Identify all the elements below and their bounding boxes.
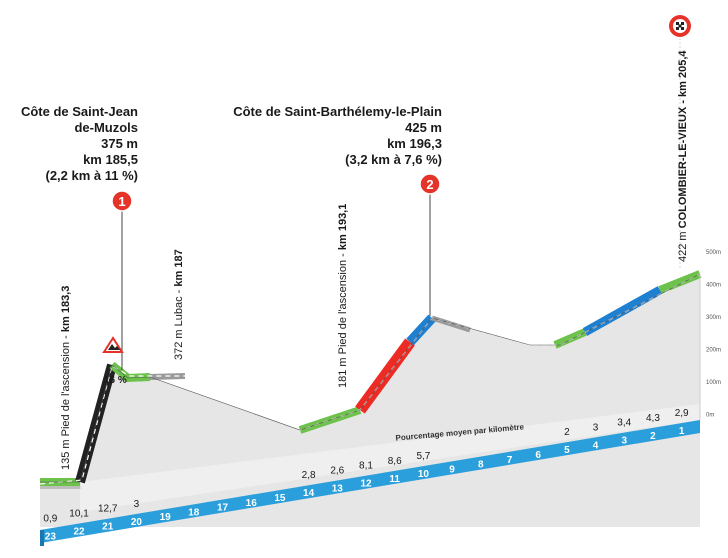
km-band-edge (40, 530, 44, 546)
altitude-tick-label: 100m (706, 380, 721, 386)
gradient-value: 3 (593, 422, 599, 433)
climb-1-name-line2: de-Muzols (74, 120, 138, 135)
km-to-go-label: 20 (131, 517, 143, 528)
altitude-tick-label: 200m (706, 348, 721, 354)
km-to-go-label: 1 (679, 426, 685, 437)
point-foot-2: 181 m Pied de l'ascension - km 193,1 (337, 204, 349, 388)
km-to-go-label: 9 (449, 464, 455, 475)
climb-2-label: Côte de Saint-Barthélemy-le-Plain 425 m … (233, 104, 442, 168)
gradient-value: 4,3 (646, 413, 660, 424)
climb-2-altitude: 425 m (405, 120, 442, 135)
point-foot-1: 135 m Pied de l'ascension - km 183,3 (60, 286, 72, 470)
gradient-value: 2,9 (675, 408, 689, 419)
climb-1-label: Côte de Saint-Jean de-Muzols 375 m km 18… (21, 104, 138, 184)
climb-1-number: 1 (118, 194, 125, 209)
gradient-value: 8,6 (388, 456, 402, 467)
ridge-climb-2-steep (355, 338, 415, 414)
profile-outline (40, 273, 701, 483)
km-to-go-label: 7 (507, 455, 513, 466)
km-to-go-label: 12 (360, 479, 372, 490)
km-band: 23 22 21 20 19 18 17 16 15 14 13 12 11 10 9 8 7 6 5 4 3 2 1 (40, 420, 700, 546)
km-to-go-label: 4 (593, 440, 599, 451)
climb-2-badge (419, 173, 441, 195)
climb-1-name-line1: Côte de Saint-Jean (20, 104, 138, 119)
finish-flag-icon (669, 15, 691, 37)
gradient-value: 5,7 (416, 451, 430, 462)
climb-2-number: 2 (426, 177, 433, 192)
ridge-final-blue (582, 286, 663, 336)
km-to-go-label: 5 (564, 445, 570, 456)
km-to-go-label: 6 (535, 450, 541, 461)
km-to-go-label: 10 (418, 469, 430, 480)
steep-warning-label: 16 % (104, 375, 127, 386)
km-to-go-label: 22 (73, 526, 85, 537)
climb-2-detail: (3,2 km à 7,6 %) (345, 152, 442, 167)
gradient-value: 3,4 (617, 418, 631, 429)
altitude-tick-label: 500m (706, 250, 721, 256)
climb-1-altitude: 375 m (101, 136, 138, 151)
climb-2-name-line1: Côte de Saint-Barthélemy-le-Plain (233, 104, 442, 119)
climb-2-km: km 196,3 (387, 136, 442, 151)
altitude-tick-label: 0m (706, 413, 714, 419)
gradient-value: 10,1 (69, 508, 89, 519)
gradient-value: 0,9 (43, 513, 57, 524)
point-lubac: 372 m Lubac - km 187 (173, 249, 185, 360)
km-to-go-label: 19 (160, 512, 172, 523)
km-to-go-label: 14 (303, 488, 315, 499)
km-to-go-label: 13 (332, 483, 344, 494)
gradient-value: 2,6 (330, 465, 344, 476)
ridge-final-start (553, 328, 587, 349)
gradient-value: 3 (134, 499, 140, 510)
km-to-go-label: 23 (45, 531, 57, 542)
altitude-tick-label: 300m (706, 315, 721, 321)
point-finish: 422 m COLOMBIER-LE-VIEUX - km 205,4 (677, 50, 689, 262)
km-to-go-label: 11 (389, 474, 400, 485)
steep-warning-icon (102, 336, 124, 353)
altitude-tick-label: 400m (706, 283, 721, 289)
ridge-climb-2-top (406, 314, 436, 346)
gradient-value: 12,7 (98, 504, 118, 515)
climb-1-detail: (2,2 km à 11 %) (45, 168, 139, 183)
km-to-go-label: 21 (102, 522, 114, 533)
km-to-go-label: 15 (274, 493, 286, 504)
gradient-value: 2,8 (302, 470, 316, 481)
km-to-go-label: 17 (217, 503, 229, 514)
ridge-final-green (658, 270, 702, 294)
km-band-strip (40, 420, 700, 543)
gradient-value: 2 (564, 427, 570, 438)
climb-1-badge (111, 190, 133, 212)
km-to-go-label: 8 (478, 460, 484, 471)
km-to-go-label: 2 (650, 431, 656, 442)
km-to-go-label: 18 (188, 507, 200, 518)
gradient-value: 8,1 (359, 461, 373, 472)
climb-1-km: km 185,5 (83, 152, 138, 167)
km-to-go-label: 3 (621, 436, 627, 447)
gradient-values: 0,9 10,1 12,7 3 2,8 2,6 8,1 8,6 5,7 2 3 3,4 4,3 2,9 (43, 408, 689, 524)
altitude-axis: 500m 400m 300m 200m 100m 0m (706, 250, 721, 419)
profile-ground-plane (80, 404, 700, 512)
km-to-go-label: 16 (246, 498, 258, 509)
